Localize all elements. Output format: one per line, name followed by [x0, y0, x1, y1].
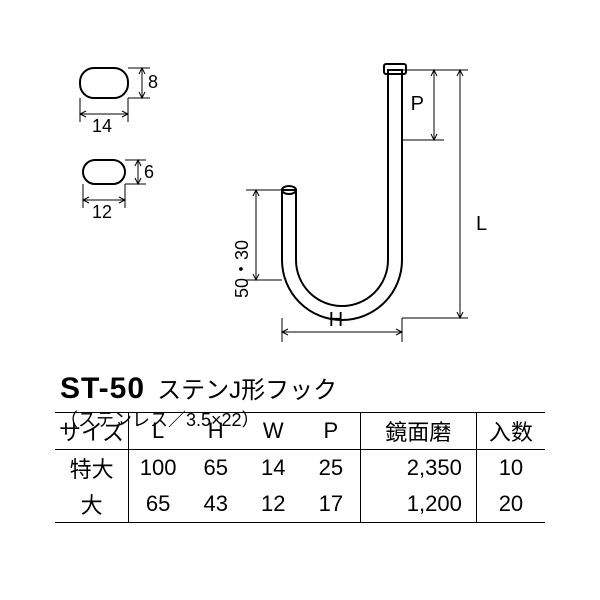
col-L: L — [129, 413, 187, 450]
cell-H: 65 — [187, 450, 245, 487]
dim-side-label: 50・30 — [232, 240, 252, 298]
col-mirror: 鏡面磨 — [360, 413, 476, 450]
product-name: ステンJ形フック — [157, 377, 337, 404]
diagram-svg: 8 14 6 12 — [50, 30, 550, 350]
cell-size: 大 — [55, 486, 129, 523]
cell-P: 17 — [302, 486, 360, 523]
dim-side: 50・30 — [232, 190, 282, 298]
cell-W: 14 — [244, 450, 302, 487]
col-H: H — [187, 413, 245, 450]
cell-L: 65 — [129, 486, 187, 523]
dim-H: H — [282, 309, 402, 342]
cell-mirror: 2,350 — [360, 450, 476, 487]
table-row: 特大 100 65 14 25 2,350 10 — [55, 450, 545, 487]
dim-plate2-h: 6 — [144, 162, 154, 182]
table-row: 大 65 43 12 17 1,200 20 — [55, 486, 545, 523]
product-code: ST-50 — [60, 372, 145, 405]
cell-P: 25 — [302, 450, 360, 487]
cell-H: 43 — [187, 486, 245, 523]
spec-table: サイズ L H W P 鏡面磨 入数 特大 100 65 14 25 2,350… — [55, 412, 545, 523]
base-plate-large: 8 14 — [80, 68, 158, 136]
table-header-row: サイズ L H W P 鏡面磨 入数 — [55, 413, 545, 450]
cell-L: 100 — [129, 450, 187, 487]
col-qty: 入数 — [476, 413, 545, 450]
cell-mirror: 1,200 — [360, 486, 476, 523]
col-W: W — [244, 413, 302, 450]
cell-qty: 10 — [476, 450, 545, 487]
dim-H-label: H — [329, 309, 343, 331]
dim-P-label: P — [411, 93, 424, 115]
dim-plate1-h: 8 — [148, 72, 158, 92]
page-root: 8 14 6 12 — [0, 0, 600, 600]
dim-L-label: L — [476, 213, 487, 235]
col-P: P — [302, 413, 360, 450]
dim-P: P — [402, 70, 444, 140]
col-size: サイズ — [55, 413, 129, 450]
dim-plate2-w: 12 — [92, 202, 112, 222]
cell-W: 12 — [244, 486, 302, 523]
technical-diagram: 8 14 6 12 — [50, 30, 550, 350]
j-hook-shape — [282, 64, 406, 320]
cell-qty: 20 — [476, 486, 545, 523]
dim-plate1-w: 14 — [92, 116, 112, 136]
base-plate-small: 6 12 — [83, 160, 154, 222]
cell-size: 特大 — [55, 450, 129, 487]
